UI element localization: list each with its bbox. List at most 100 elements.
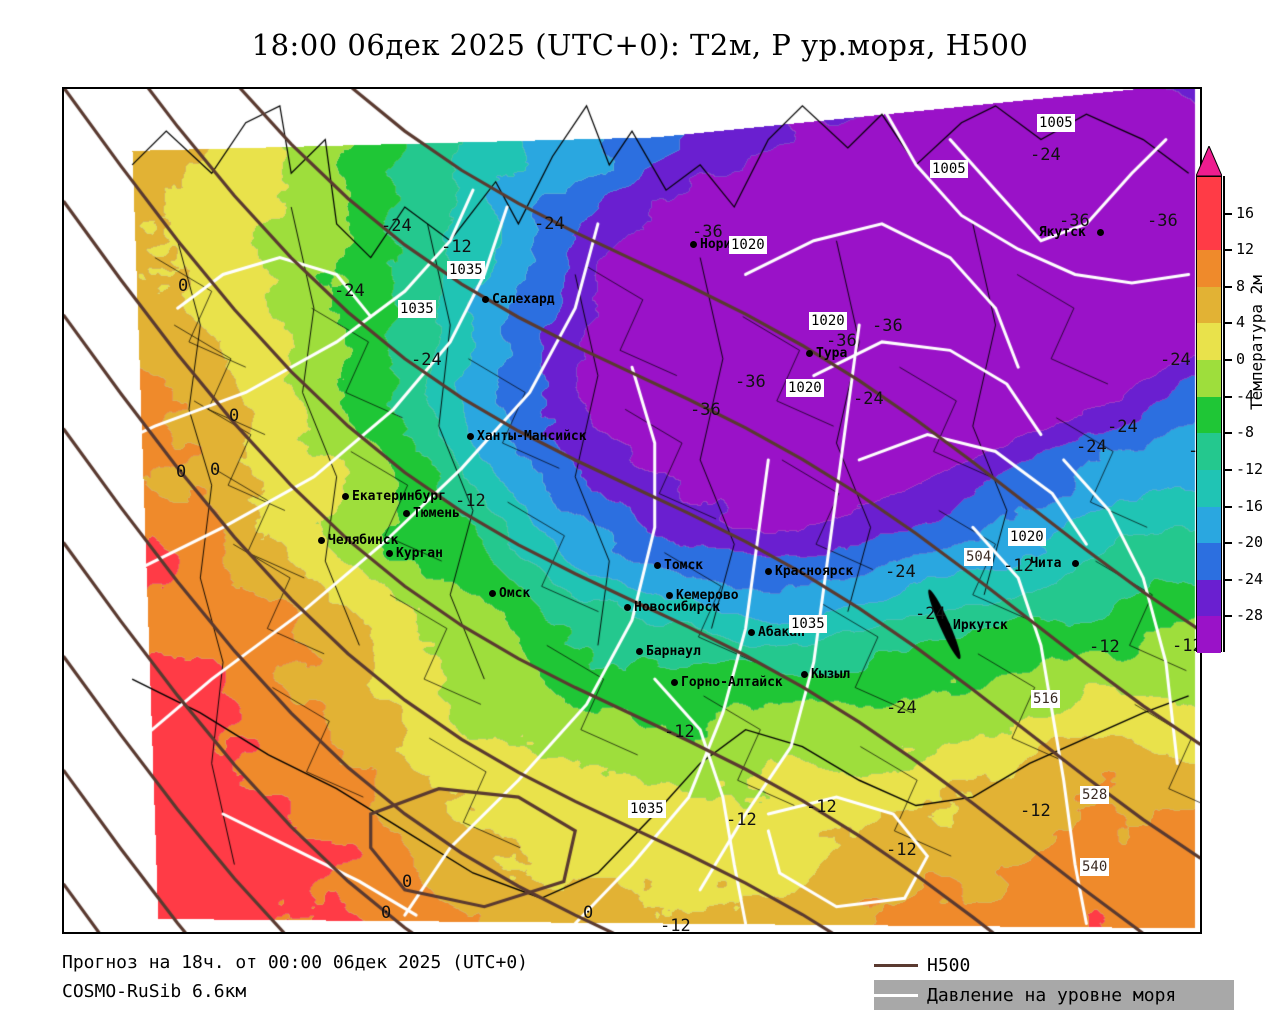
colorbar-band-4 xyxy=(1197,323,1221,361)
h500-contour-label: 504 xyxy=(964,548,994,566)
city-dot-icon xyxy=(403,510,410,517)
colorbar-tick-label: -16 xyxy=(1236,496,1264,515)
h500-line-swatch xyxy=(874,963,918,967)
temperature-contour-label: -24 xyxy=(534,214,565,234)
pressure-contour-label: 1020 xyxy=(786,379,824,397)
colorbar-tick xyxy=(1223,285,1232,288)
temperature-contour-label: -36 xyxy=(690,400,721,420)
pressure-contour-label: 1020 xyxy=(809,312,847,330)
pressure-contour-label: 1020 xyxy=(1008,528,1046,546)
colorbar-tick-label: -24 xyxy=(1236,569,1264,588)
temperature-contour-label: -24 xyxy=(334,281,365,301)
colorbar-gradient xyxy=(1196,176,1222,653)
city-label: Ханты-Мансийск xyxy=(477,429,587,444)
city-label: Тура xyxy=(816,346,848,361)
colorbar-tick-label: -28 xyxy=(1236,606,1264,625)
city-label: Челябинск xyxy=(328,533,399,548)
city-label: Курган xyxy=(396,546,443,561)
footer-text: Прогноз на 18ч. от 00:00 06дек 2025 (UTC… xyxy=(62,948,528,1006)
colorbar-tick xyxy=(1223,432,1232,435)
temperature-contour-label: -24 xyxy=(381,216,412,236)
colorbar-band-10 xyxy=(1197,543,1221,580)
colorbar-tick xyxy=(1223,359,1232,362)
colorbar-tick xyxy=(1223,505,1232,508)
city-dot-icon xyxy=(806,350,813,357)
colorbar-band-9 xyxy=(1197,506,1221,544)
city-label: Екатеринбург xyxy=(352,489,446,504)
temperature-contour-label: 0 xyxy=(381,903,392,923)
colorbar-band-7 xyxy=(1197,433,1221,470)
city-label: Томск xyxy=(664,558,704,573)
colorbar xyxy=(1196,146,1222,653)
mslp-line-swatch xyxy=(874,993,918,997)
colorbar-title: Температура 2м xyxy=(1247,275,1266,410)
city-dot-icon xyxy=(489,590,496,597)
temperature-contour-label: -12 xyxy=(726,810,757,830)
h500-contour-label: 516 xyxy=(1031,690,1061,708)
temperature-contour-label: -12 xyxy=(1003,556,1034,576)
city-label: Кемерово xyxy=(676,588,739,603)
temperature-contour-label: -24 xyxy=(1030,145,1061,165)
footer-line-1: Прогноз на 18ч. от 00:00 06дек 2025 (UTC… xyxy=(62,952,528,973)
city-dot-icon xyxy=(1097,229,1104,236)
temperature-contour-label: -24 xyxy=(886,698,917,718)
colorbar-tick xyxy=(1223,468,1232,471)
temperature-contour-label: -24 xyxy=(411,350,442,370)
city-label: Новосибирск xyxy=(634,600,721,615)
h500-contour-label: 528 xyxy=(1080,786,1110,804)
city-dot-icon xyxy=(943,622,950,629)
city-dot-icon xyxy=(671,679,678,686)
temperature-contour-label: 0 xyxy=(229,406,240,426)
colorbar-tick-label: 16 xyxy=(1236,203,1255,222)
colorbar-tick xyxy=(1223,249,1232,252)
temperature-contour-label: -12 xyxy=(455,491,486,511)
temperature-contour-label: -12 xyxy=(1172,636,1202,656)
colorbar-band-12 xyxy=(1197,616,1221,653)
pressure-contour-label: 1035 xyxy=(628,800,666,818)
colorbar-band-1 xyxy=(1197,213,1221,251)
footer-line-2: COSMO-RuSib 6.6км xyxy=(62,981,247,1002)
colorbar-band-2 xyxy=(1197,250,1221,287)
legend-label-mslp: Давление на уровне моря xyxy=(927,984,1177,1006)
pressure-contour-label: 1005 xyxy=(1037,114,1075,132)
temperature-field-canvas[interactable] xyxy=(64,89,1200,932)
city-dot-icon xyxy=(666,592,673,599)
temperature-contour-label: -12 xyxy=(441,237,472,257)
map-frame[interactable]: НорильскТураЯкутскСалехардХанты-Мансийск… xyxy=(62,87,1202,934)
legend-label-h500: H500 xyxy=(927,954,971,976)
legend-row-h500: H500 xyxy=(874,950,1234,980)
temperature-contour-label: 0 xyxy=(178,276,189,296)
temperature-contour-label: -12 xyxy=(806,797,837,817)
page-title: 18:00 06дек 2025 (UTC+0): Т2м, Р ур.моря… xyxy=(251,28,1029,62)
city-label: Тюмень xyxy=(413,506,460,521)
colorbar-band-6 xyxy=(1197,396,1221,434)
temperature-contour-label: -36 xyxy=(1059,211,1090,231)
colorbar-axis xyxy=(1223,176,1225,652)
temperature-contour-label: -24 xyxy=(1076,437,1107,457)
colorbar-tick-label: 8 xyxy=(1236,276,1246,295)
city-label: Кызыл xyxy=(811,667,851,682)
city-label: Чита xyxy=(1030,556,1062,571)
temperature-contour-label: -36 xyxy=(1147,211,1178,231)
temperature-contour-label: -12 xyxy=(664,722,695,742)
city-dot-icon xyxy=(801,671,808,678)
pressure-contour-label: 1035 xyxy=(398,300,436,318)
city-label: Омск xyxy=(499,586,531,601)
colorbar-tick-label: -4 xyxy=(1236,386,1255,405)
city-dot-icon xyxy=(318,537,325,544)
city-label: Салехард xyxy=(492,292,555,307)
pressure-contour-label: 1035 xyxy=(447,261,485,279)
city-dot-icon xyxy=(765,568,772,575)
temperature-contour-label: 0 xyxy=(210,460,221,480)
temperature-contour-label: -36 xyxy=(692,222,723,242)
city-dot-icon xyxy=(636,648,643,655)
colorbar-band-11 xyxy=(1197,579,1221,617)
colorbar-tick xyxy=(1223,395,1232,398)
temperature-contour-label: 0 xyxy=(402,872,413,892)
temperature-contour-label: -24 xyxy=(1160,350,1191,370)
temperature-contour-label: -12 xyxy=(1089,637,1120,657)
city-label: Якутск xyxy=(1038,225,1086,240)
temperature-contour-label: -36 xyxy=(872,316,903,336)
temperature-contour-label: -24 xyxy=(915,604,946,624)
